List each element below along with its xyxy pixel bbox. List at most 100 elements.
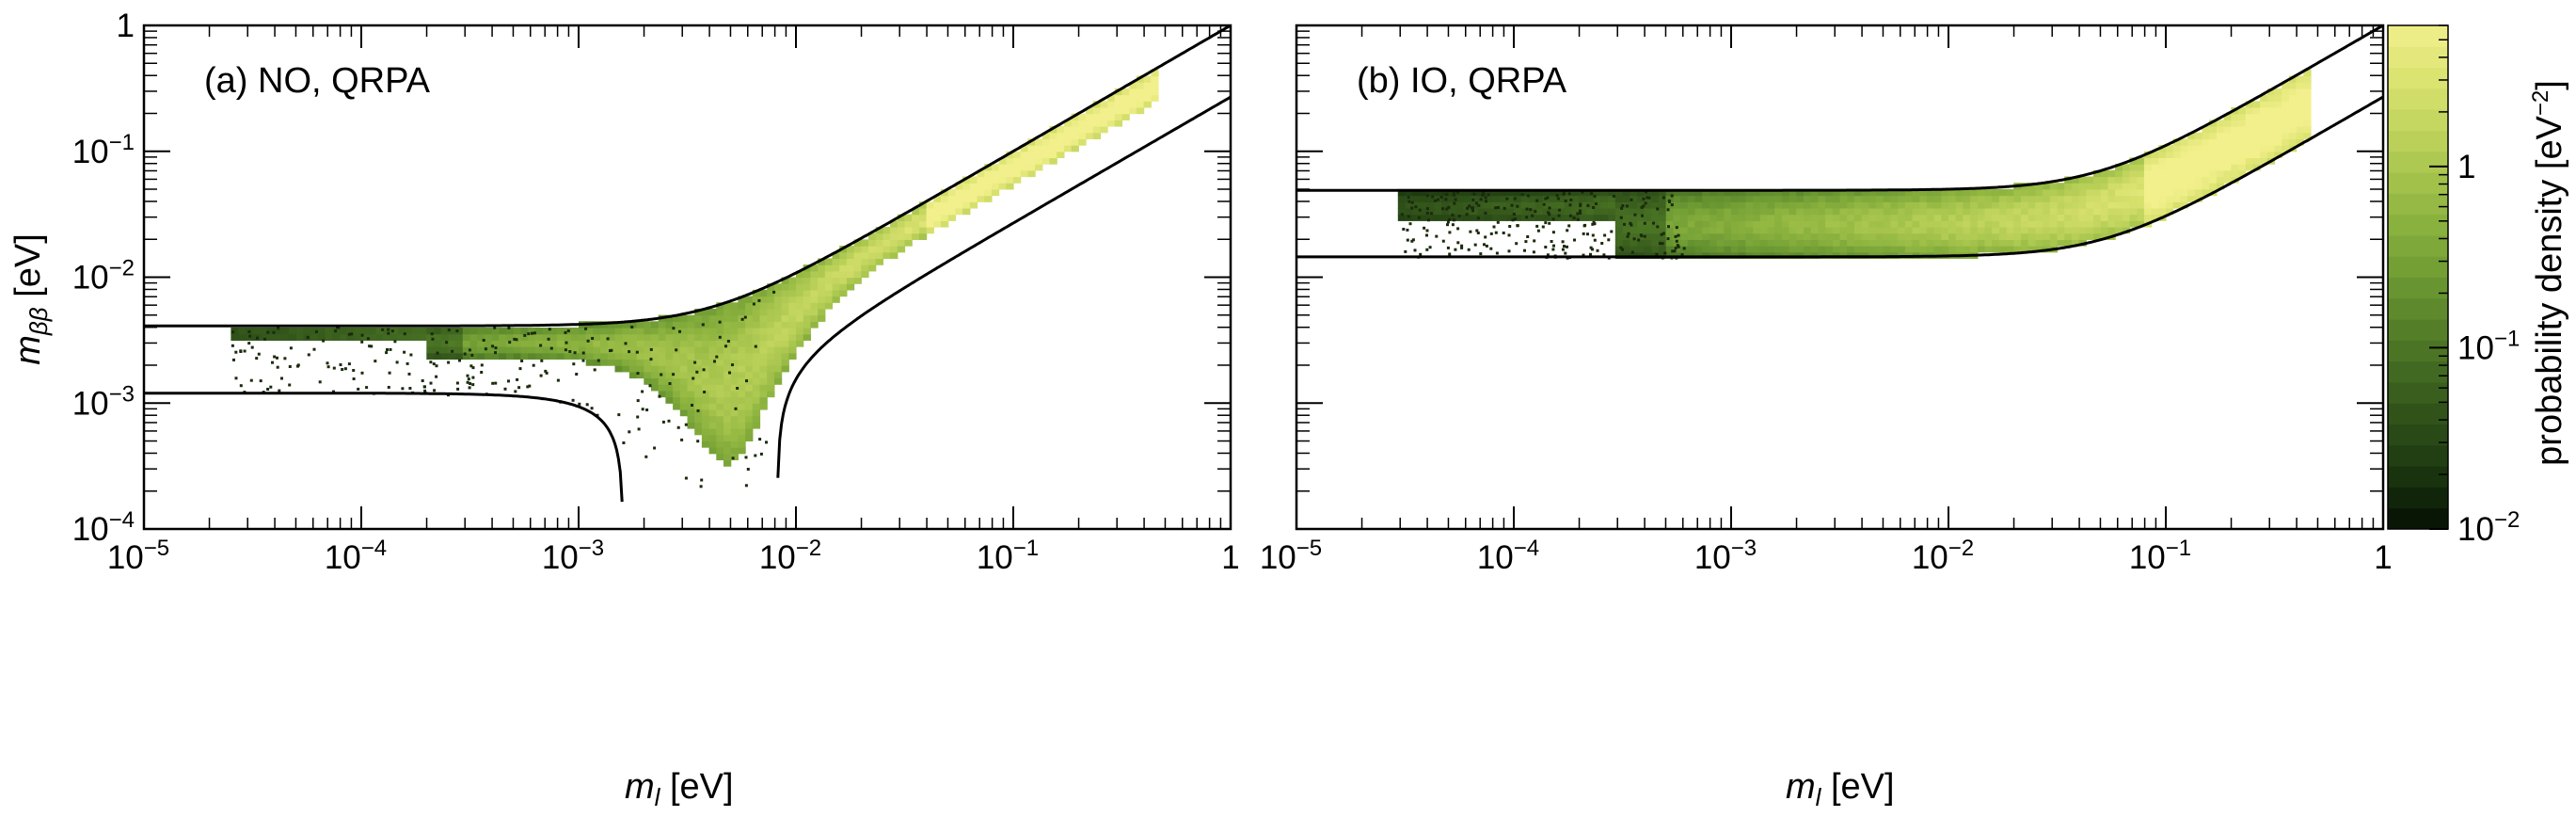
density-point — [684, 423, 688, 426]
density-cell — [926, 201, 934, 209]
density-cell — [2013, 207, 2022, 216]
density-cell — [462, 352, 471, 360]
density-cell — [1883, 188, 1891, 197]
density-cell — [1687, 251, 1696, 260]
density-cell — [1998, 188, 2008, 197]
density-point — [1670, 194, 1674, 198]
tick-label-base: 10 — [1260, 539, 1296, 576]
density-cell — [875, 258, 883, 265]
density-cell — [752, 415, 761, 423]
density-cell — [1774, 227, 1783, 234]
density-point — [695, 370, 699, 374]
density-point — [1444, 198, 1448, 201]
density-point — [745, 379, 748, 383]
density-cell — [2027, 239, 2036, 247]
density-cell — [1687, 195, 1696, 202]
density-cell — [2129, 220, 2138, 228]
density-cell — [1514, 195, 1522, 202]
density-cell — [317, 328, 326, 335]
density-cell — [2216, 157, 2225, 165]
density-cell — [1434, 201, 1442, 209]
density-point — [1400, 213, 1404, 216]
density-point — [1425, 207, 1429, 211]
density-cell — [1579, 195, 1587, 202]
density-point — [1468, 204, 1471, 208]
density-cell — [1804, 232, 1812, 240]
density-cell — [2071, 227, 2080, 234]
density-cell — [1448, 214, 1456, 221]
density-cell — [716, 346, 724, 354]
density-point — [573, 351, 577, 355]
density-cell — [1919, 201, 1928, 209]
density-cell — [781, 283, 789, 291]
density-point — [1586, 232, 1589, 236]
density-cell — [724, 371, 732, 379]
density-cell — [2064, 207, 2073, 216]
density-cell — [1557, 195, 1566, 202]
density-cell — [1861, 207, 1869, 216]
density-cell — [716, 321, 724, 328]
density-point — [539, 374, 543, 377]
density-cell — [1121, 94, 1130, 102]
tick-label-exponent: −2 — [109, 256, 135, 281]
density-point — [503, 387, 507, 391]
density-cell — [1767, 214, 1775, 221]
density-cell — [824, 258, 834, 265]
density-cell — [724, 434, 732, 441]
density-cell — [1121, 106, 1130, 115]
density-cell — [260, 328, 268, 335]
density-cell — [455, 328, 464, 335]
density-cell — [636, 333, 644, 341]
density-cell — [411, 333, 421, 341]
density-point — [1477, 203, 1481, 207]
density-cell — [2122, 201, 2131, 209]
density-cell — [694, 422, 703, 429]
density-cell — [1057, 151, 1065, 159]
density-cell — [1955, 232, 1964, 240]
density-cell — [1614, 207, 1624, 216]
density-cell — [2296, 106, 2304, 115]
density-point — [1641, 214, 1644, 217]
density-cell — [2107, 195, 2116, 202]
density-cell — [724, 359, 732, 366]
density-cell — [585, 359, 594, 366]
density-cell — [1818, 246, 1826, 253]
density-cell — [1687, 246, 1696, 253]
density-cell — [644, 352, 652, 360]
density-cell — [716, 408, 724, 417]
density-cell — [1020, 151, 1028, 159]
density-cell — [1745, 201, 1754, 209]
density-cell — [745, 434, 754, 441]
density-point — [247, 329, 251, 333]
density-cell — [1883, 220, 1891, 228]
density-cell — [2187, 188, 2196, 197]
density-cell — [730, 434, 739, 441]
density-cell — [1716, 251, 1725, 260]
density-cell — [1716, 239, 1725, 247]
density-cell — [1933, 188, 1942, 197]
density-cell — [1049, 138, 1057, 146]
density-cell — [781, 333, 789, 341]
density-point — [1546, 253, 1550, 257]
density-cell — [520, 352, 529, 360]
density-cell — [1796, 220, 1805, 228]
density-cell — [1709, 246, 1718, 253]
density-cell — [984, 183, 993, 190]
density-point — [494, 346, 498, 350]
density-cell — [1789, 214, 1797, 221]
density-cell — [1651, 220, 1660, 228]
density-cell — [767, 308, 775, 316]
density-cell — [1673, 201, 1681, 209]
tick-label-exponent: −2 — [796, 536, 821, 561]
density-cell — [2187, 145, 2196, 152]
density-cell — [1789, 227, 1797, 234]
density-cell — [1078, 132, 1087, 139]
density-cell — [1506, 195, 1515, 202]
density-cell — [1912, 232, 1920, 240]
density-cell — [933, 220, 942, 228]
density-cell — [2238, 138, 2247, 146]
density-cell — [1086, 106, 1094, 115]
density-cell — [2143, 164, 2153, 171]
density-cell — [1078, 138, 1087, 146]
density-cell — [542, 340, 550, 347]
